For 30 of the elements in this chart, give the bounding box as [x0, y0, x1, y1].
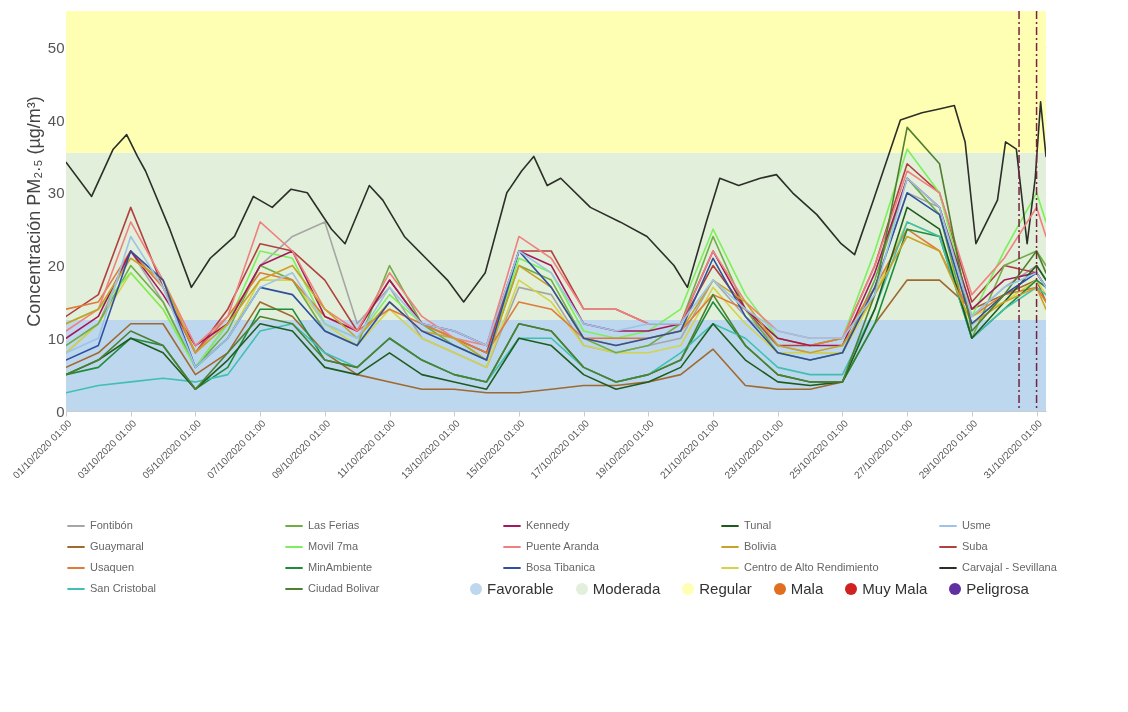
legend-label: Movil 7ma	[308, 540, 360, 552]
legend-label: Usme	[962, 519, 991, 531]
y-tick-label: 10	[47, 329, 65, 347]
y-tick-label: 20	[47, 257, 65, 275]
legend-label: Kennedy	[526, 519, 570, 531]
legend-label: Bosa Tibanica	[526, 561, 596, 573]
text: Peligrosa	[966, 580, 1029, 597]
legend-label: Regular	[699, 580, 752, 597]
legend-label: Usaquen	[90, 561, 135, 573]
text: Muy Mala	[862, 580, 928, 597]
legend-label: Bolivia	[744, 540, 778, 552]
legend-label: Guaymaral	[90, 540, 144, 552]
legend-label: Tunal	[744, 519, 772, 531]
legend-label: Favorable	[487, 580, 554, 597]
legend-label: Suba	[962, 540, 989, 552]
legend-label: Fontibón	[90, 519, 133, 531]
y-tick-label: 0	[56, 402, 65, 420]
legend-label: MinAmbiente	[308, 561, 373, 573]
legend-label: Centro de Alto Rendimiento	[744, 561, 879, 573]
legend-label: Puente Aranda	[526, 540, 600, 552]
y-tick-label: 30	[47, 184, 65, 202]
legend-label: Las Ferias	[308, 519, 360, 531]
legend-label: Carvajal - Sevillana	[962, 561, 1058, 573]
y-axis-title: Concentración PM₂.₅ (µg/m³)	[23, 96, 44, 327]
legend-label: Moderada	[592, 580, 661, 597]
text: Mala	[790, 580, 824, 597]
y-tick-label: 40	[47, 111, 65, 129]
legend-label: Ciudad Bolivar	[308, 582, 380, 594]
y-tick-label: 50	[47, 38, 65, 56]
legend-label: San Cristobal	[90, 582, 157, 594]
